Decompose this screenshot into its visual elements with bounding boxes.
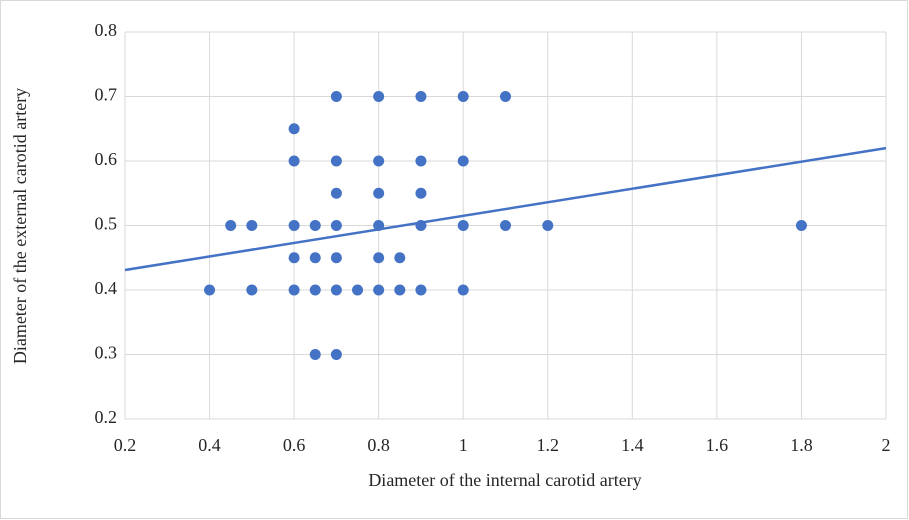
point [288, 123, 300, 135]
point [246, 284, 258, 296]
point [225, 220, 237, 231]
point [373, 252, 385, 264]
x-tick-label: 0.2 [114, 435, 137, 455]
x-tick-label: 0.6 [283, 435, 306, 455]
point [288, 155, 300, 167]
y-tick-label: 0.6 [95, 149, 118, 169]
trendline [124, 146, 887, 272]
point [415, 155, 427, 167]
point [457, 155, 469, 167]
point [330, 349, 342, 360]
point [309, 252, 321, 264]
x-axis-label: Diameter of the internal carotid artery [368, 470, 641, 490]
point [542, 220, 554, 231]
point [373, 91, 385, 102]
point [373, 187, 385, 199]
x-tick-label: 2 [882, 435, 891, 455]
point [330, 252, 342, 264]
point [309, 220, 321, 231]
point [373, 155, 385, 167]
point [415, 91, 427, 102]
x-tick-label: 1.2 [537, 435, 560, 455]
point [309, 349, 321, 360]
x-tick-label: 1.8 [790, 435, 813, 455]
x-tick-label: 0.4 [198, 435, 221, 455]
point [288, 284, 300, 296]
point [246, 220, 258, 231]
y-tick-label: 0.7 [95, 85, 118, 105]
point [457, 220, 469, 231]
point [330, 284, 342, 296]
x-tick-label: 0.8 [367, 435, 390, 455]
y-axis-label: Diameter of the external carotid artery [10, 88, 30, 364]
point [457, 284, 469, 296]
point [352, 284, 364, 296]
point [394, 284, 406, 296]
point [204, 284, 216, 296]
point [288, 252, 300, 264]
y-tick-label: 0.2 [95, 407, 118, 427]
point [330, 155, 342, 167]
point [500, 91, 511, 102]
point [330, 187, 342, 199]
y-tick-label: 0.4 [95, 278, 118, 298]
y-tick-label: 0.5 [95, 214, 118, 234]
point [415, 187, 427, 199]
point [795, 220, 807, 231]
point [394, 252, 406, 264]
point [330, 220, 342, 231]
x-tick-label: 1.6 [706, 435, 729, 455]
y-tick-label: 0.3 [95, 343, 118, 363]
x-tick-label: 1 [459, 435, 468, 455]
x-tick-label: 1.4 [621, 435, 644, 455]
y-tick-label: 0.8 [95, 20, 118, 40]
point [309, 284, 321, 296]
point [373, 284, 385, 296]
point [415, 284, 427, 296]
point [457, 91, 469, 102]
point [500, 220, 511, 231]
point [330, 91, 342, 102]
point [288, 220, 300, 231]
